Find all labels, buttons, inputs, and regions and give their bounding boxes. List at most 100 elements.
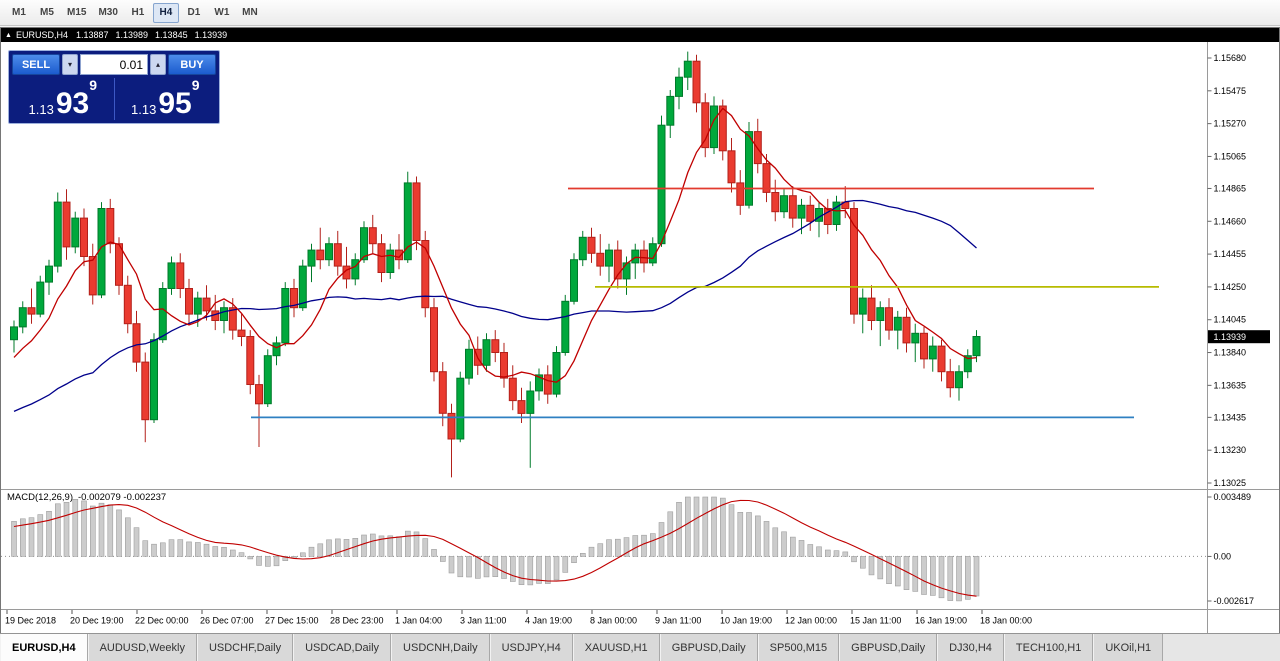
candle-body (185, 288, 193, 315)
candle-body (10, 326, 18, 341)
tab-usdchf-daily[interactable]: USDCHF,Daily (196, 634, 294, 661)
candle-body (832, 201, 841, 226)
candle-body (543, 374, 552, 395)
candle-body (45, 265, 53, 283)
candle-body (806, 204, 815, 222)
candle-body (386, 249, 395, 274)
macd-histogram-bar (746, 512, 752, 557)
macd-axis-label: -0.002617 (1214, 596, 1255, 606)
buy-button[interactable]: BUY (168, 54, 216, 75)
candle-body (167, 262, 176, 289)
macd-histogram-bar (562, 556, 569, 573)
macd-histogram-bar (19, 518, 26, 557)
candle-body (500, 352, 508, 379)
candle-body (88, 256, 97, 296)
tab-usdjpy-h4[interactable]: USDJPY,H4 (489, 634, 573, 661)
macd-histogram-bar (466, 556, 472, 578)
chart-window: ▲ EURUSD,H4 1.13887 1.13989 1.13845 1.13… (0, 27, 1280, 634)
macd-histogram-bar (439, 556, 446, 562)
macd-histogram-bar (859, 556, 866, 569)
tab-dj30-h4[interactable]: DJ30,H4 (937, 634, 1004, 661)
candle-body (141, 361, 150, 421)
macd-histogram-bar (702, 496, 709, 557)
buy-price-display[interactable]: 1.13 95 9 (113, 78, 217, 120)
tab-xauusd-h1[interactable]: XAUUSD,H1 (572, 634, 660, 661)
chart-body: 1.15680 1.15475 1.15270 1.15065 1.14865 1.146… (1, 42, 1279, 633)
timeframe-toolbar: M1 M5 M15 M30 H1 H4 D1 W1 MN (0, 0, 1280, 26)
volume-dropdown-button[interactable]: ▾ (62, 54, 78, 75)
candle-body (963, 355, 972, 373)
candle-body (491, 339, 500, 354)
candle-body (736, 182, 745, 206)
timeframe-button-H4[interactable]: H4 (152, 2, 179, 23)
timeframe-button-H1[interactable]: H1 (125, 3, 151, 23)
macd-histogram-bar (37, 514, 44, 557)
candle-body (220, 307, 228, 322)
macd-pane[interactable] (1, 496, 1208, 602)
macd-histogram-bar (483, 556, 490, 578)
candles[interactable] (10, 51, 981, 478)
candle-body (823, 208, 832, 225)
macd-histogram-bar (614, 538, 621, 557)
candle-body (631, 249, 640, 264)
tab-eurusd-h4[interactable]: EURUSD,H4 (0, 634, 88, 661)
tab-usdcnh-daily[interactable]: USDCNH,Daily (391, 634, 490, 661)
timeframe-button-M1[interactable]: M1 (6, 3, 32, 23)
candle-body (430, 307, 438, 373)
macd-histogram-bar (964, 556, 971, 600)
candle-body (911, 332, 920, 344)
macd-histogram-bar (851, 556, 857, 563)
macd-histogram-bar (72, 498, 79, 557)
macd-histogram-bar (798, 540, 805, 557)
tab-usdcad-daily[interactable]: USDCAD,Daily (293, 634, 392, 661)
timeframe-button-M30[interactable]: M30 (93, 3, 122, 23)
macd-histogram-bar (334, 538, 341, 557)
chart-tab-bar: EURUSD,H4 AUDUSD,Weekly USDCHF,Daily USDCAD… (0, 633, 1280, 661)
volume-stepper-button[interactable]: ▴ (150, 54, 166, 75)
candle-body (412, 182, 421, 241)
macd-axis: 0.003489 0.00 -0.002617 (1207, 492, 1255, 606)
macd-histogram-bar (422, 538, 429, 557)
timeframe-button-MN[interactable]: MN (237, 3, 263, 23)
price-axis[interactable]: 1.15680 1.15475 1.15270 1.15065 1.14865 1.146… (1207, 53, 1247, 488)
sell-button[interactable]: SELL (12, 54, 60, 75)
price-axis-label: 1.14045 (1214, 315, 1247, 325)
time-axis[interactable]: 19 Dec 2018 20 Dec 19:00 22 Dec 00:00 26 De… (5, 610, 1032, 626)
chart-canvas[interactable]: 1.15680 1.15475 1.15270 1.15065 1.14865 1.146… (1, 42, 1279, 633)
macd-histogram-bar (868, 556, 875, 576)
tab-ukoil-h1[interactable]: UKOil,H1 (1093, 634, 1164, 661)
macd-histogram-bar (404, 530, 411, 557)
candle-body (622, 262, 631, 280)
macd-histogram-bar (160, 542, 166, 557)
candle-body (176, 262, 185, 289)
candle-body (465, 348, 473, 379)
timeframe-button-W1[interactable]: W1 (209, 3, 235, 23)
tab-tech100-h1[interactable]: TECH100,H1 (1003, 634, 1094, 661)
price-axis-label: 1.13635 (1214, 380, 1247, 390)
tab-audusd-weekly[interactable]: AUDUSD,Weekly (87, 634, 197, 661)
tab-gbpusd-daily[interactable]: GBPUSD,Daily (659, 634, 758, 661)
candle-body (115, 243, 123, 286)
sell-price-display[interactable]: 1.13 93 9 (12, 78, 114, 120)
macd-histogram-bar (824, 549, 831, 557)
macd-histogram-bar (894, 556, 901, 587)
tab-sp500-m15[interactable]: SP500,M15 (757, 634, 840, 661)
candle-body (937, 345, 946, 373)
candle-body (123, 284, 132, 325)
timeframe-button-D1[interactable]: D1 (181, 3, 207, 23)
candle-body (438, 371, 447, 414)
candle-body (928, 345, 937, 360)
timeframe-button-M5[interactable]: M5 (34, 3, 60, 23)
current-price-text: 1.13939 (1214, 332, 1247, 342)
candle-body (395, 249, 403, 261)
macd-histogram-bar (509, 556, 516, 582)
candle-body (666, 95, 675, 126)
timeframe-button-M15[interactable]: M15 (62, 3, 91, 23)
tab-gbpusd-daily[interactable]: GBPUSD,Daily (839, 634, 938, 661)
macd-histogram-bar (387, 535, 394, 557)
macd-histogram-bar (195, 542, 201, 557)
time-axis-label: 12 Jan 00:00 (785, 616, 837, 626)
volume-input[interactable] (80, 54, 148, 75)
macd-histogram-bar (11, 521, 17, 557)
